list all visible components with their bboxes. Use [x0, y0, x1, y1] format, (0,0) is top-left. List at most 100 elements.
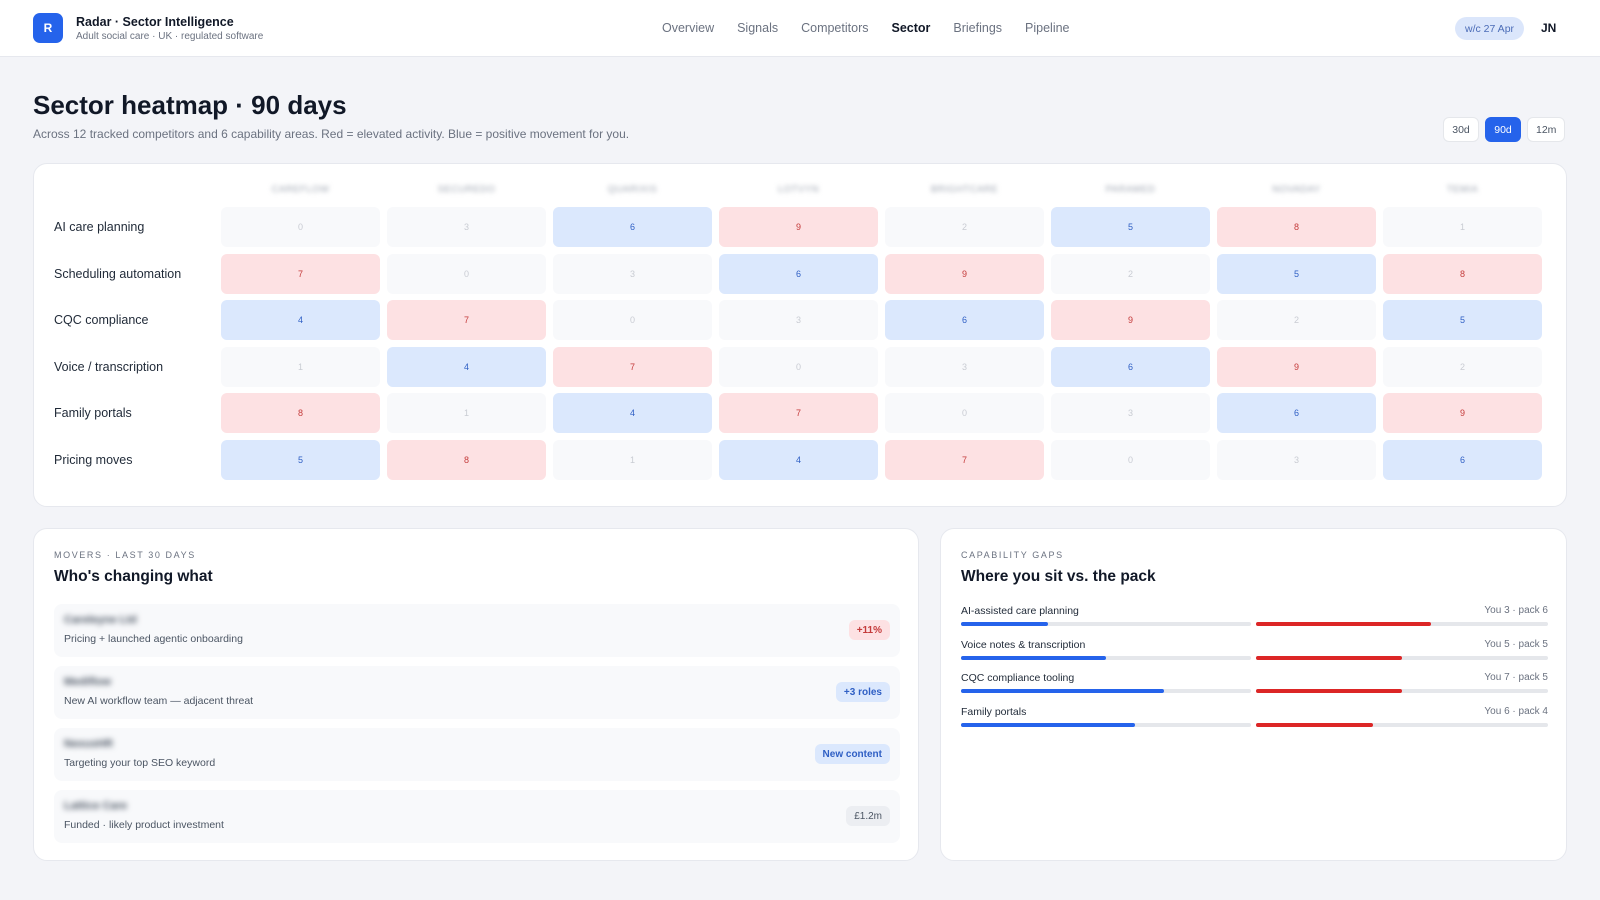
heatmap-column-header: QUARIXIS — [607, 184, 658, 195]
heatmap-cell[interactable]: 4 — [387, 346, 546, 387]
heatmap-cell[interactable]: 0 — [719, 346, 878, 387]
mover-badge: £1.2m — [846, 806, 890, 826]
heatmap-cell[interactable]: 6 — [719, 253, 878, 294]
avatar[interactable]: JN — [1541, 21, 1557, 35]
heatmap-cell[interactable]: 5 — [1051, 207, 1210, 247]
heatmap-cell[interactable]: 9 — [885, 253, 1044, 294]
heatmap-cell[interactable]: 2 — [1051, 253, 1210, 294]
gap-row: Voice notes & transcription You 5 · pack … — [961, 639, 1548, 669]
heatmap-column-header: TEMIA — [1446, 184, 1479, 195]
heatmap-cell[interactable]: 3 — [719, 300, 878, 341]
mover-badge: New content — [814, 744, 890, 764]
heatmap-row-label: Family portals — [54, 406, 132, 421]
heatmap-cell[interactable]: 2 — [1383, 346, 1542, 387]
heatmap-cell[interactable]: 2 — [1217, 300, 1376, 341]
gap-row: Family portals You 6 · pack 4 — [961, 706, 1548, 736]
heatmap-cell[interactable]: 3 — [387, 207, 546, 247]
heatmap-cell[interactable]: 3 — [553, 253, 712, 294]
gap-score: You 6 · pack 4 — [1484, 705, 1548, 717]
heatmap-cell[interactable]: 6 — [553, 207, 712, 247]
heatmap-cell[interactable]: 1 — [1383, 207, 1542, 247]
mover-row[interactable]: Mediflow New AI workflow team — adjacent… — [54, 666, 900, 719]
heatmap-cell[interactable]: 7 — [221, 253, 380, 294]
heatmap-cell[interactable]: 9 — [719, 207, 878, 247]
nav-signals[interactable]: Signals — [737, 21, 779, 35]
heatmap-cell[interactable]: 0 — [885, 393, 1044, 434]
pack-track — [1256, 655, 1548, 660]
mover-name: Careleyne Ltd — [64, 614, 137, 626]
heatmap-cell[interactable]: 4 — [553, 393, 712, 434]
you-bar — [961, 722, 1135, 727]
mover-name: Mediflow — [64, 676, 112, 688]
heatmap-cell[interactable]: 5 — [221, 440, 380, 480]
you-track — [961, 622, 1251, 626]
heatmap-cell[interactable]: 2 — [885, 207, 1044, 247]
app-title: Radar · Sector Intelligence — [76, 15, 234, 29]
heatmap-cell[interactable]: 0 — [553, 300, 712, 341]
gaps-title: Where you sit vs. the pack — [961, 568, 1156, 585]
top-bar: R Radar · Sector Intelligence Adult soci… — [0, 0, 1600, 57]
nav-competitors[interactable]: Competitors — [801, 21, 869, 35]
heatmap-cell[interactable]: 1 — [221, 346, 380, 387]
range-12m-button[interactable]: 12m — [1527, 117, 1566, 142]
heatmap-cell[interactable]: 0 — [221, 207, 380, 247]
range-30d-button[interactable]: 30d — [1443, 117, 1479, 142]
gap-score: You 3 · pack 6 — [1484, 605, 1548, 616]
nav-pipeline[interactable]: Pipeline — [1025, 21, 1070, 35]
heatmap-cell[interactable]: 3 — [885, 346, 1044, 387]
heatmap-cell[interactable]: 1 — [553, 440, 712, 480]
heatmap-cell[interactable]: 6 — [1383, 440, 1542, 480]
heatmap-cell[interactable]: 4 — [221, 300, 380, 341]
heatmap-cell[interactable]: 5 — [1383, 300, 1542, 341]
pack-bar — [1256, 689, 1402, 693]
app-logo[interactable]: R — [33, 13, 63, 43]
heatmap-cell[interactable]: 0 — [1051, 440, 1210, 480]
heatmap-cell[interactable]: 3 — [1217, 440, 1376, 480]
nav-overview[interactable]: Overview — [662, 21, 715, 35]
heatmap-cell[interactable]: 1 — [387, 393, 546, 434]
gap-label: Family portals — [961, 705, 1027, 718]
heatmap-cell[interactable]: 7 — [387, 300, 546, 341]
heatmap-row-label: Scheduling automation — [54, 266, 182, 281]
heatmap-cell[interactable]: 0 — [387, 253, 546, 294]
heatmap-cell[interactable]: 9 — [1383, 393, 1542, 434]
heatmap-cell[interactable]: 6 — [1217, 393, 1376, 434]
mover-name: NexusHR — [64, 738, 113, 750]
heatmap-cell[interactable]: 5 — [1217, 253, 1376, 294]
movers-title: Who's changing what — [54, 568, 213, 585]
heatmap-cell[interactable]: 8 — [1217, 207, 1376, 247]
gap-score: You 7 · pack 5 — [1484, 672, 1548, 683]
heatmap-cell[interactable]: 9 — [1051, 300, 1210, 341]
heatmap-cell[interactable]: 6 — [1051, 346, 1210, 387]
heatmap-column-header: SECUREDO — [437, 184, 496, 195]
heatmap-cell[interactable]: 7 — [719, 393, 878, 434]
capability-gaps-card: CAPABILITY GAPS Where you sit vs. the pa… — [940, 528, 1567, 861]
heatmap-cell[interactable]: 7 — [553, 346, 712, 387]
heatmap-cell[interactable]: 7 — [885, 440, 1044, 480]
mover-row[interactable]: Lattice Care Funded · likely product inv… — [54, 790, 900, 843]
pack-track — [1256, 622, 1548, 626]
week-selector[interactable]: w/c 27 Apr — [1455, 17, 1525, 40]
mover-badge: +11% — [848, 620, 890, 640]
heatmap-cell[interactable]: 6 — [885, 300, 1044, 341]
nav-briefings[interactable]: Briefings — [953, 21, 1003, 35]
heatmap-column-header: LOTVYN — [777, 184, 819, 195]
heatmap-cell[interactable]: 8 — [1383, 253, 1542, 294]
heatmap-cell[interactable]: 9 — [1217, 346, 1376, 387]
gap-row: CQC compliance tooling You 7 · pack 5 — [961, 672, 1548, 702]
heatmap-cell[interactable]: 4 — [719, 440, 878, 480]
pack-bar — [1256, 722, 1373, 727]
nav-sector[interactable]: Sector — [891, 21, 931, 35]
heatmap-cell[interactable]: 8 — [387, 440, 546, 480]
mover-row[interactable]: NexusHR Targeting your top SEO keyword N… — [54, 728, 900, 781]
range-toggle: 30d 90d 12m — [1443, 117, 1566, 142]
mover-desc: Pricing + launched agentic onboarding — [64, 633, 243, 645]
heatmap-cell[interactable]: 8 — [221, 393, 380, 434]
range-90d-button[interactable]: 90d — [1485, 117, 1521, 142]
heatmap-row-label: AI care planning — [54, 220, 145, 234]
mover-row[interactable]: Careleyne Ltd Pricing + launched agentic… — [54, 604, 900, 657]
you-track — [961, 689, 1251, 693]
heatmap-cell[interactable]: 3 — [1051, 393, 1210, 434]
heatmap-column-header: BRIGHTCARE — [930, 184, 999, 195]
page-title: Sector heatmap · 90 days — [33, 90, 347, 120]
